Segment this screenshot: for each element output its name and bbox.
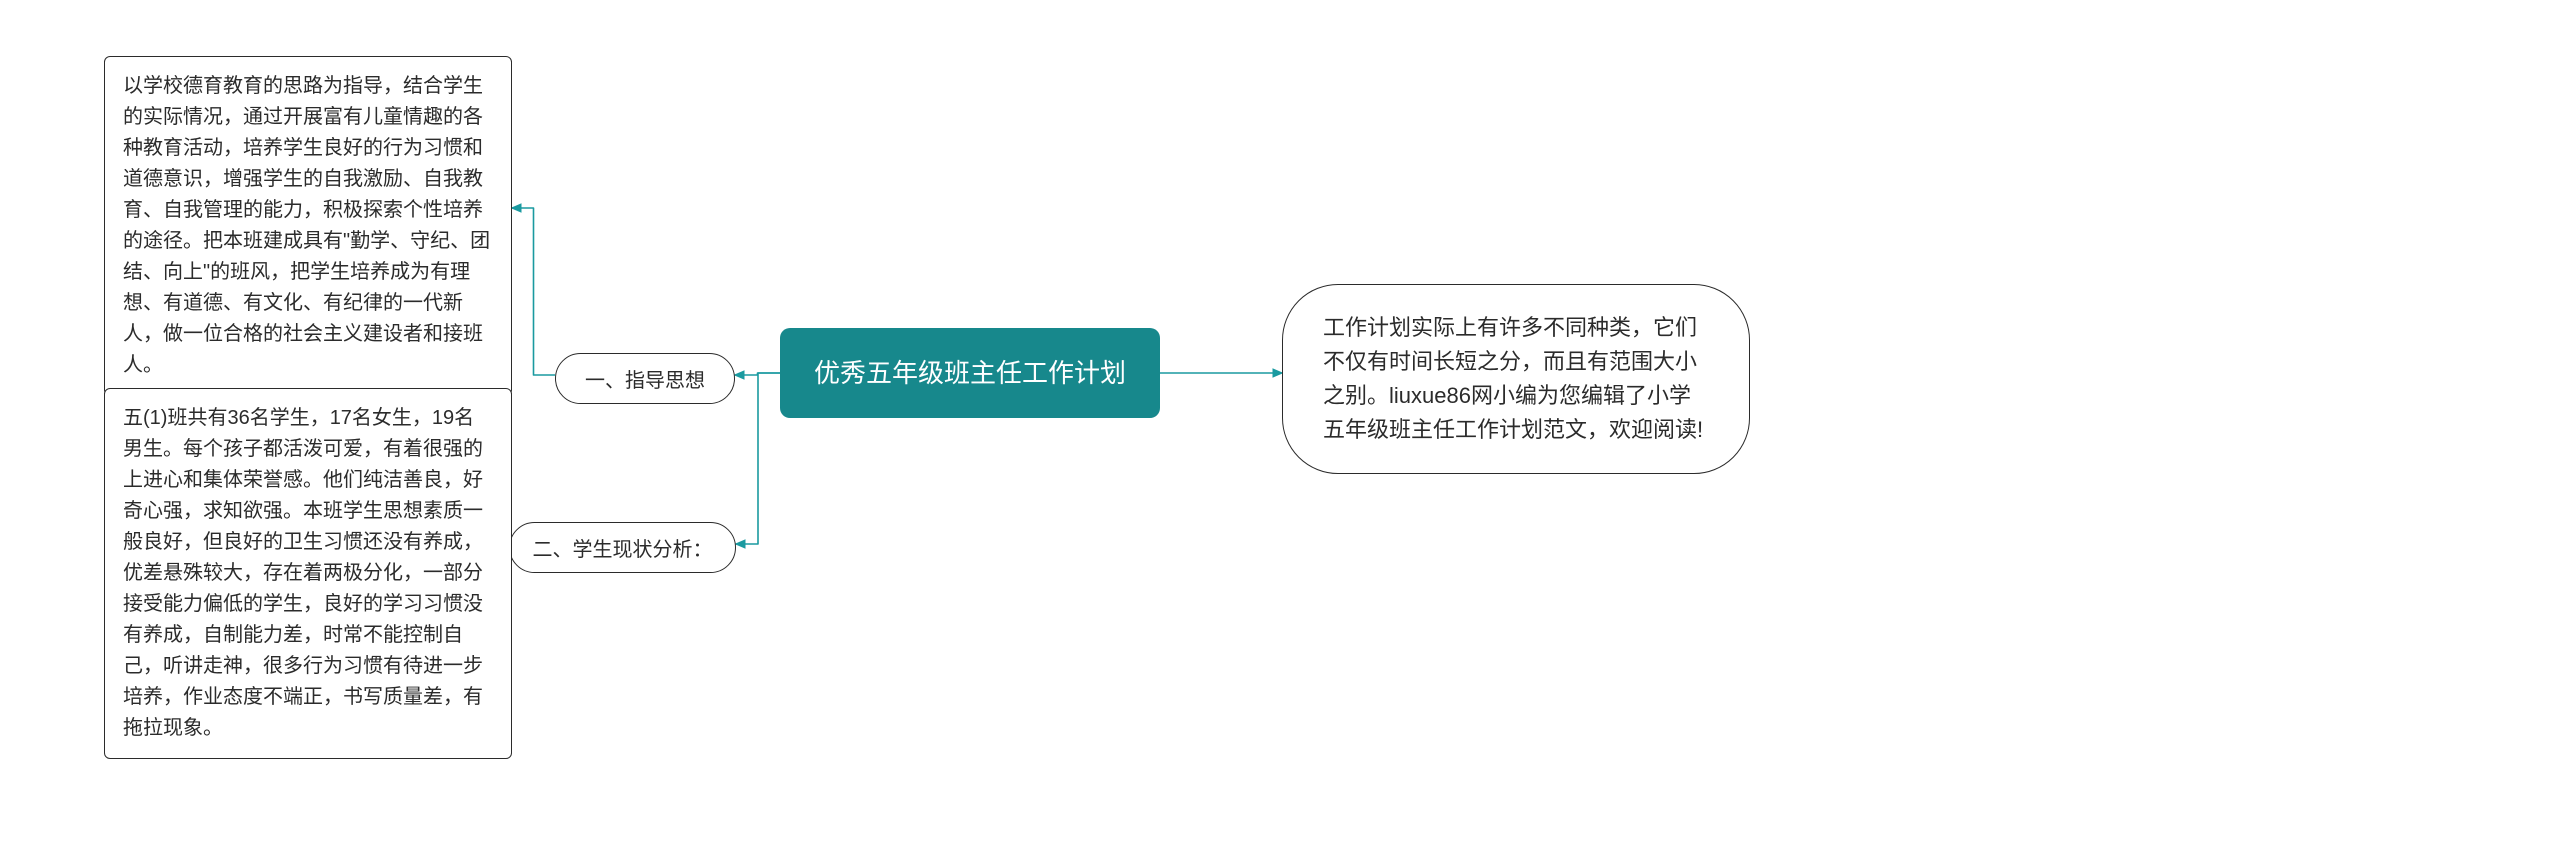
detail2-node: 五(1)班共有36名学生，17名女生，19名男生。每个孩子都活泼可爱，有着很强的… (104, 388, 512, 759)
section1-node: 一、指导思想 (555, 353, 735, 404)
intro-node: 工作计划实际上有许多不同种类，它们不仅有时间长短之分，而且有范围大小之别。liu… (1282, 284, 1750, 474)
section2-node: 二、学生现状分析： (509, 522, 736, 573)
central-node: 优秀五年级班主任工作计划 (780, 328, 1160, 418)
detail1-node: 以学校德育教育的思路为指导，结合学生的实际情况，通过开展富有儿童情趣的各种教育活… (104, 56, 512, 396)
